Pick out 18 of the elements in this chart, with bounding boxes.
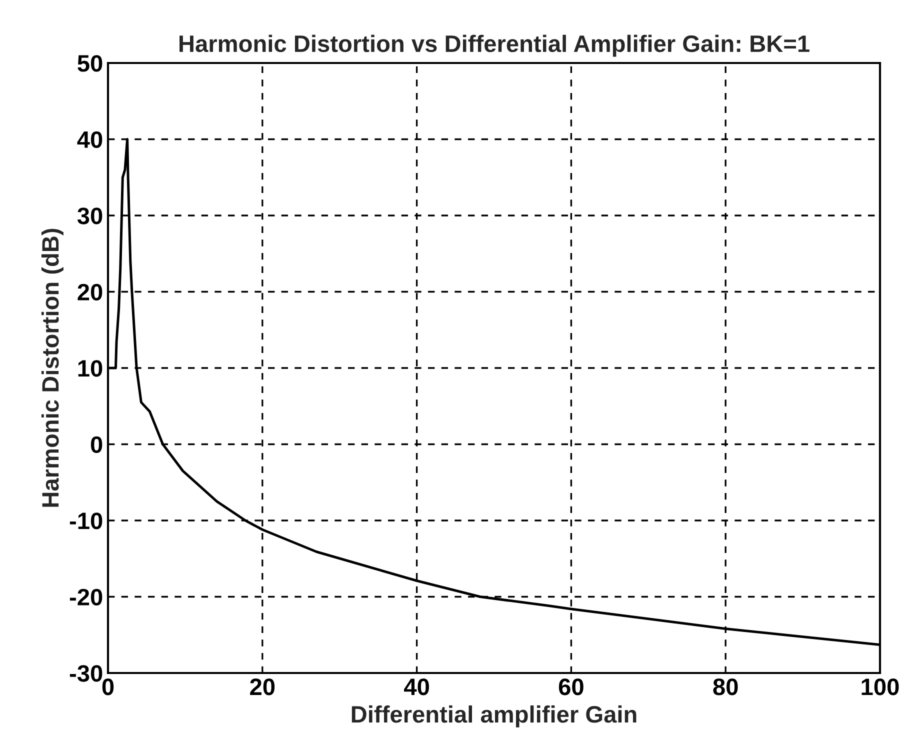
chart-title: Harmonic Distortion vs Differential Amplifier Gain: BK=1: [180, 34, 810, 57]
y-tick-label: 50: [78, 55, 102, 72]
x-tick-label: 60: [558, 678, 584, 696]
x-tick-label: 100: [862, 678, 899, 696]
x-tick-label: 40: [404, 678, 429, 696]
y-tick-label: -20: [70, 588, 102, 606]
y-tick-label: -10: [70, 512, 102, 530]
x-tick-label: 20: [250, 678, 275, 696]
y-tick-label: 20: [78, 284, 102, 301]
y-tick-label: 10: [78, 360, 102, 377]
x-tick-label: 80: [713, 678, 738, 696]
y-tick-label: -30: [70, 665, 102, 682]
y-tick-label: 40: [77, 131, 102, 148]
y-tick-label: 30: [77, 208, 102, 224]
y-axis-title: Harmonic Distortion (dB): [41, 228, 64, 507]
x-axis-title: Differential amplifier Gain: [352, 705, 636, 728]
y-tick-label: 0: [90, 436, 102, 454]
x-tick-label: 0: [102, 678, 114, 696]
